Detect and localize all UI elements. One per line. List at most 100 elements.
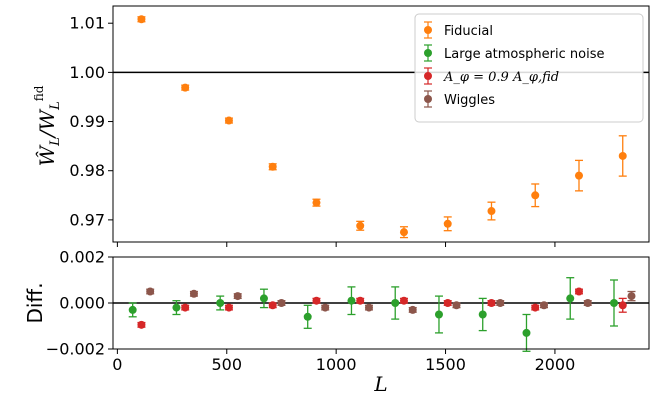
bottom-xtick-label-1: 500 [211,355,242,374]
aphi-marker-1 [181,303,190,312]
atmospheric-point-6 [391,286,400,320]
legend-fiducial-marker [424,26,432,34]
aphi-point-1 [181,303,190,312]
bottom-ticks: 0 500 1000 1500 2000 −0.002 0.000 0.002 [46,248,576,375]
bottom-xlabel: L [373,372,387,396]
aphi-marker-11 [618,301,627,310]
fiducial-marker-2 [224,116,233,125]
atmospheric-point-5 [347,286,356,316]
fiducial-point-3 [268,162,277,171]
fiducial-point-4 [312,198,321,207]
atmospheric-marker-5 [347,296,356,305]
legend-atmospheric-label: Large atmospheric noise [444,47,604,62]
aphi-marker-10 [574,287,583,296]
fiducial-marker-11 [618,151,627,160]
atmospheric-point-1 [172,300,181,316]
atmospheric-point-4 [303,304,312,329]
fiducial-marker-5 [356,221,365,230]
aphi-marker-9 [531,303,540,312]
wiggles-marker-1 [189,289,198,298]
top-ylabel: ŴL/WLfid [32,85,63,166]
wiggles-point-8 [496,299,505,307]
atmospheric-marker-9 [522,328,531,337]
wiggles-marker-8 [496,299,505,307]
legend-wiggles-marker [424,95,432,103]
fiducial-marker-1 [181,83,190,92]
legend-aphi-marker [424,72,432,80]
atmospheric-marker-10 [566,294,575,303]
legend: Fiducial Large atmospheric noise A_φ = 0… [414,13,644,123]
wiggles-point-7 [452,301,461,310]
top-panel: 0.97 0.98 0.99 1.00 1.01 ŴL/WLfid Fiducial L… [32,5,650,247]
wiggles-point-1 [189,289,198,298]
atmospheric-point-9 [522,313,531,352]
wiggles-point-5 [364,303,373,312]
fiducial-marker-8 [487,207,496,216]
wiggles-point-10 [583,299,592,307]
wiggles-point-9 [539,301,548,310]
fiducial-point-7 [443,216,452,232]
atmospheric-marker-1 [172,303,181,312]
fiducial-marker-6 [399,228,408,237]
wiggles-point-6 [408,305,417,314]
wiggles-marker-6 [408,305,417,314]
aphi-point-2 [224,303,233,312]
fiducial-point-0 [137,15,146,24]
legend-fiducial-label: Fiducial [444,24,493,39]
wiggles-point-3 [277,299,286,307]
atmospheric-point-3 [259,288,268,309]
fiducial-point-2 [224,116,233,125]
wiggles-point-11 [627,290,636,302]
aphi-point-0 [137,320,146,329]
wiggles-marker-7 [452,301,461,310]
atmospheric-marker-7 [434,310,443,319]
wiggles-marker-3 [277,299,286,307]
wiggles-marker-9 [539,301,548,310]
top-ytick-label-2: 0.99 [69,112,105,131]
bottom-xtick-label-4: 2000 [535,355,576,374]
bottom-ytick-label-1: 0.000 [59,294,105,313]
fiducial-point-5 [356,220,365,231]
legend-frame [414,13,644,123]
legend-wiggles-label: Wiggles [444,93,495,108]
aphi-point-4 [312,296,321,305]
legend-aphi-label: A_φ = 0.9 A_φ,fid [443,70,559,85]
top-ytick-label-3: 1.00 [69,63,105,82]
fiducial-point-10 [574,159,583,192]
aphi-point-6 [399,296,408,305]
aphi-marker-6 [399,296,408,305]
wiggles-marker-10 [583,299,592,307]
aphi-marker-0 [137,320,146,329]
atmospheric-marker-0 [128,305,137,314]
aphi-marker-7 [443,299,452,307]
legend-entry-fiducial: Fiducial [424,21,493,39]
bottom-xtick-label-2: 1000 [316,355,357,374]
bottom-data-area [113,277,649,352]
top-ytick-label-1: 0.98 [69,161,105,180]
fiducial-point-11 [618,135,627,177]
atmospheric-marker-11 [609,299,618,307]
aphi-point-3 [268,301,277,310]
fiducial-point-6 [399,226,408,239]
fiducial-point-9 [531,183,540,208]
aphi-marker-3 [268,301,277,310]
aphi-marker-2 [224,303,233,312]
legend-entry-wiggles: Wiggles [424,90,495,108]
top-ticks: 0.97 0.98 0.99 1.00 1.01 [69,14,556,247]
atmospheric-marker-2 [216,299,225,307]
atmospheric-marker-3 [259,294,268,303]
top-ytick-label-0: 0.97 [69,210,105,229]
aphi-marker-4 [312,296,321,305]
wiggles-point-0 [146,287,155,296]
aphi-point-11 [618,297,627,313]
wiggles-point-4 [321,303,330,312]
atmospheric-point-2 [216,295,225,311]
fiducial-marker-9 [531,191,540,200]
atmospheric-marker-4 [303,312,312,321]
wiggles-marker-5 [364,303,373,312]
wiggles-marker-2 [233,292,242,301]
wiggles-point-2 [233,292,242,301]
atmospheric-point-0 [128,302,137,318]
legend-entry-atmospheric: Large atmospheric noise [424,44,604,62]
top-ytick-label-4: 1.01 [69,14,105,33]
